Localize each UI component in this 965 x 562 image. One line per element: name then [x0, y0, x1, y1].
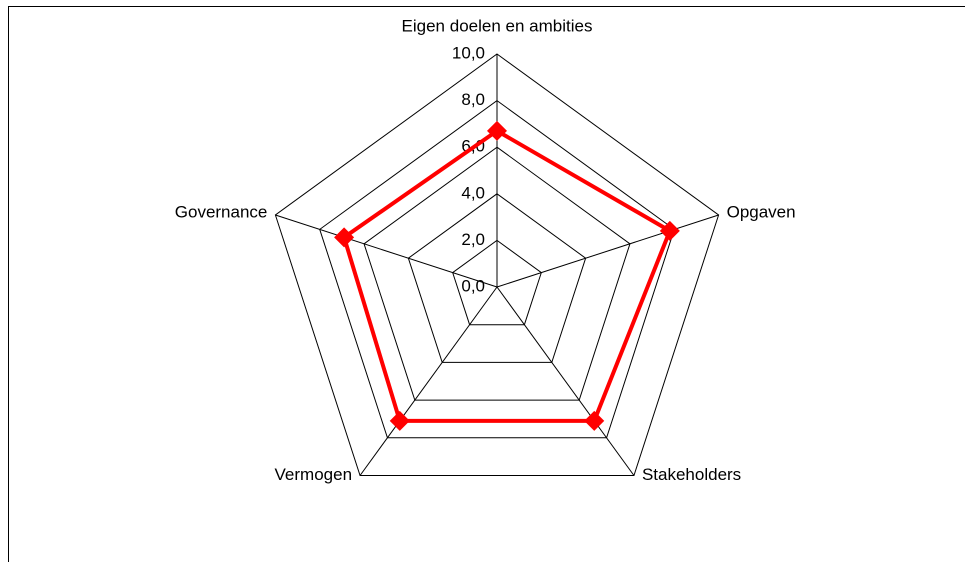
r-tick-label: 2,0	[461, 230, 485, 249]
grid-ring	[319, 99, 675, 439]
grid-ring	[363, 146, 631, 401]
category-label: Governance	[175, 202, 268, 221]
category-label: Vermogen	[275, 465, 353, 484]
spoke	[359, 286, 498, 476]
marker	[334, 227, 355, 248]
grid-ring	[407, 193, 587, 363]
grid-ring	[452, 239, 542, 326]
marker	[659, 220, 680, 241]
marker	[389, 410, 410, 431]
spoke	[275, 214, 498, 288]
category-label: Eigen doelen en ambities	[402, 16, 593, 35]
r-tick-label: 10,0	[452, 43, 485, 62]
grid-ring	[274, 53, 720, 477]
chart-frame	[8, 6, 965, 562]
r-tick-label: 8,0	[461, 90, 485, 109]
category-label: Stakeholders	[642, 465, 741, 484]
series-line	[341, 128, 673, 423]
category-label: Opgaven	[727, 202, 796, 221]
r-tick-label: 4,0	[461, 183, 485, 202]
marker	[584, 410, 605, 431]
marker	[487, 120, 507, 141]
r-tick-label: 0,0	[461, 276, 485, 295]
spoke	[496, 214, 719, 288]
spoke	[496, 286, 635, 476]
